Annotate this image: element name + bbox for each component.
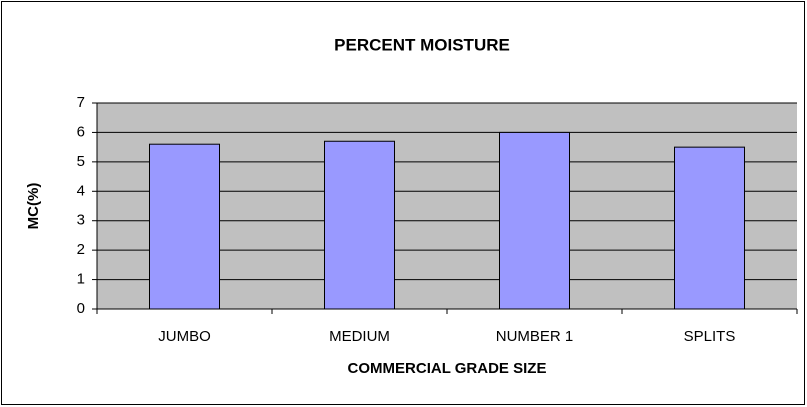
y-tick-label: 5 [77, 153, 85, 170]
x-tick-label: MEDIUM [329, 328, 390, 345]
y-tick-label: 4 [77, 182, 85, 199]
y-axis-title: MC(%) [25, 183, 42, 230]
bar [499, 131, 570, 310]
x-tick-label: NUMBER 1 [496, 328, 574, 345]
y-tick-label: 0 [77, 300, 85, 317]
bar [324, 140, 395, 310]
y-tick-label: 3 [77, 212, 85, 229]
y-tick-label: 7 [77, 94, 85, 111]
y-tick-label: 6 [77, 123, 85, 140]
bar [674, 146, 745, 310]
x-tick-label: SPLITS [684, 328, 736, 345]
y-tick-label: 1 [77, 271, 85, 288]
y-tick-label: 2 [77, 241, 85, 258]
bar [149, 143, 220, 310]
chart-title: PERCENT MOISTURE [334, 35, 510, 54]
x-tick-label: JUMBO [158, 328, 211, 345]
x-axis-title: COMMERCIAL GRADE SIZE [348, 360, 547, 377]
